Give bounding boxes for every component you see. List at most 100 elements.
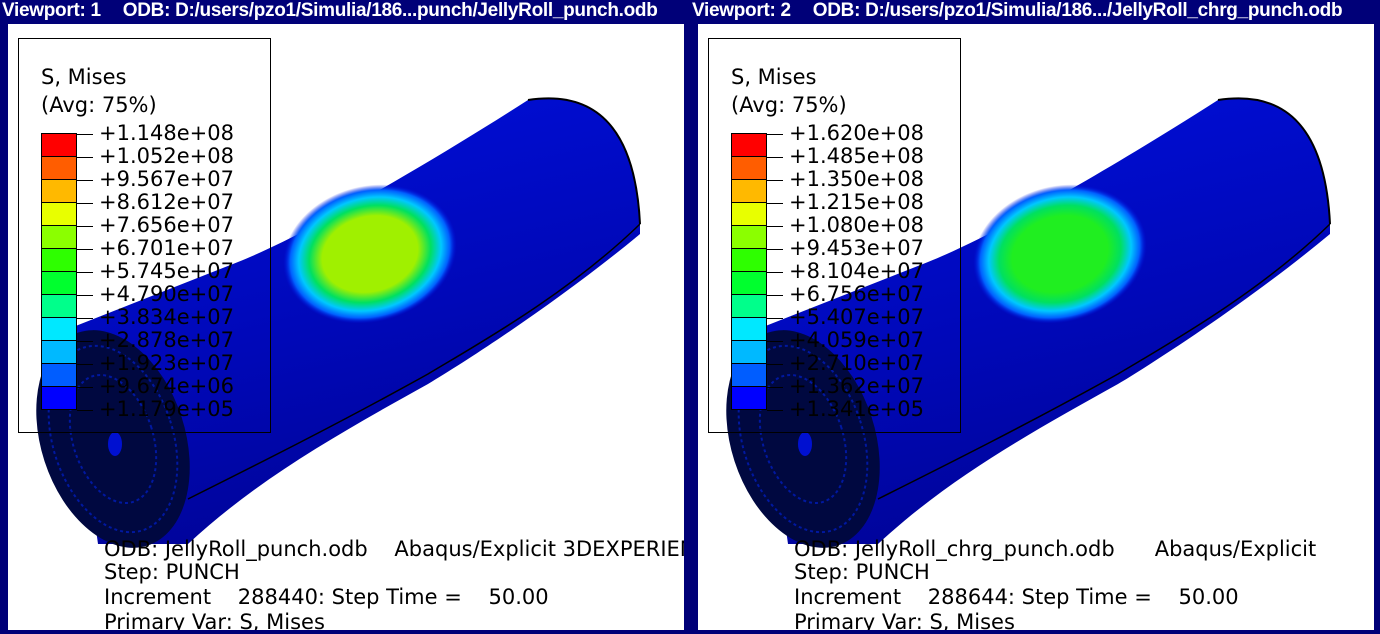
info-increment: Increment 288644: Step Time = 50.00 <box>794 585 1239 609</box>
color-band <box>732 387 766 409</box>
viewport-canvas[interactable]: S, Mises (Avg: 75%) +1.148e+08 +1.052e+08… <box>8 24 684 630</box>
color-band <box>42 134 76 157</box>
legend-value: +5.745e+07 <box>77 260 234 282</box>
color-band <box>42 249 76 272</box>
legend-value-text: +1.620e+08 <box>789 121 924 145</box>
color-band <box>732 203 766 226</box>
info-step: Step: PUNCH <box>794 560 930 584</box>
info-odb: ODB: JellyRoll_chrg_punch.odb Abaqus/Exp… <box>794 537 1317 561</box>
color-band <box>42 387 76 409</box>
legend-value: +1.485e+08 <box>767 145 924 167</box>
legend-value-text: +4.059e+07 <box>789 328 924 352</box>
legend-value: +6.756e+07 <box>767 283 924 305</box>
color-band <box>732 134 766 157</box>
color-band <box>732 157 766 180</box>
legend-value-text: +9.453e+07 <box>789 236 924 260</box>
color-band <box>732 180 766 203</box>
legend-value: +2.710e+07 <box>767 352 924 374</box>
legend-value: +1.341e+05 <box>767 398 924 420</box>
info-primary-var: Primary Var: S, Mises <box>104 610 325 630</box>
legend-value-text: +1.350e+08 <box>789 167 924 191</box>
legend-value: +1.362e+07 <box>767 375 924 397</box>
legend-value-text: +4.790e+07 <box>99 282 234 306</box>
color-band <box>732 318 766 341</box>
seam-line <box>187 223 641 500</box>
legend-value-text: +1.341e+05 <box>789 397 924 421</box>
legend-averaging: (Avg: 75%) <box>41 93 157 117</box>
legend-value-text: +1.179e+05 <box>99 397 234 421</box>
viewport-2[interactable]: Viewport: 2 ODB: D:/users/pzo1/Simulia/18… <box>690 0 1380 634</box>
odb-path: ODB: D:/users/pzo1/Simulia/186...punch/J… <box>122 0 658 21</box>
viewport-title: Viewport: 1 <box>2 0 101 21</box>
color-bar <box>41 133 77 410</box>
legend-value-text: +2.878e+07 <box>99 328 234 352</box>
legend-value: +9.453e+07 <box>767 237 924 259</box>
legend-value: +5.407e+07 <box>767 306 924 328</box>
legend-value: +4.059e+07 <box>767 329 924 351</box>
color-band <box>42 203 76 226</box>
legend-value: +6.701e+07 <box>77 237 234 259</box>
legend-value: +4.790e+07 <box>77 283 234 305</box>
color-bar <box>731 133 767 410</box>
legend-averaging: (Avg: 75%) <box>731 93 847 117</box>
legend-value-text: +2.710e+07 <box>789 351 924 375</box>
color-band <box>732 341 766 364</box>
mandrel-hole <box>798 432 812 456</box>
legend-value-text: +1.362e+07 <box>789 374 924 398</box>
legend-value-text: +6.701e+07 <box>99 236 234 260</box>
legend-value-text: +5.407e+07 <box>789 305 924 329</box>
cylinder-end-right <box>527 97 641 225</box>
color-band <box>42 180 76 203</box>
color-band <box>732 249 766 272</box>
color-band <box>42 364 76 387</box>
color-band <box>42 295 76 318</box>
viewport-canvas[interactable]: S, Mises (Avg: 75%) +1.620e+08 +1.485e+08… <box>698 24 1374 630</box>
odb-path: ODB: D:/users/pzo1/Simulia/186.../JellyR… <box>812 0 1343 21</box>
legend-value: +9.674e+06 <box>77 375 234 397</box>
color-band <box>732 226 766 249</box>
viewport-title-bar[interactable]: Viewport: 2 ODB: D:/users/pzo1/Simulia/18… <box>692 0 1343 22</box>
legend-value-text: +1.148e+08 <box>99 121 234 145</box>
legend-value-text: +6.756e+07 <box>789 282 924 306</box>
legend-value: +1.923e+07 <box>77 352 234 374</box>
viewport-title-bar[interactable]: Viewport: 1 ODB: D:/users/pzo1/Simulia/18… <box>2 0 658 22</box>
legend-value: +8.104e+07 <box>767 260 924 282</box>
legend-value-text: +1.052e+08 <box>99 144 234 168</box>
legend-value: +7.656e+07 <box>77 214 234 236</box>
viewport-title: Viewport: 2 <box>692 0 791 21</box>
color-band <box>732 295 766 318</box>
info-increment: Increment 288440: Step Time = 50.00 <box>104 585 549 609</box>
legend-value-text: +5.745e+07 <box>99 259 234 283</box>
legend-value: +3.834e+07 <box>77 306 234 328</box>
legend-value-text: +1.080e+08 <box>789 213 924 237</box>
legend-value-text: +1.485e+08 <box>789 144 924 168</box>
color-band <box>732 364 766 387</box>
color-band <box>732 272 766 295</box>
seam-line <box>877 223 1331 500</box>
legend-value-text: +7.656e+07 <box>99 213 234 237</box>
legend-value: +9.567e+07 <box>77 168 234 190</box>
legend-value-text: +9.674e+06 <box>99 374 234 398</box>
contour-legend[interactable]: S, Mises (Avg: 75%) +1.148e+08 +1.052e+08… <box>18 38 271 433</box>
info-step: Step: PUNCH <box>104 560 240 584</box>
hotspot <box>973 184 1147 324</box>
color-band <box>42 157 76 180</box>
info-odb: ODB: JellyRoll_punch.odb Abaqus/Explicit… <box>104 537 684 561</box>
contour-legend[interactable]: S, Mises (Avg: 75%) +1.620e+08 +1.485e+08… <box>708 38 961 433</box>
legend-value: +1.080e+08 <box>767 214 924 236</box>
viewport-1[interactable]: Viewport: 1 ODB: D:/users/pzo1/Simulia/18… <box>0 0 690 634</box>
legend-value-text: +9.567e+07 <box>99 167 234 191</box>
hotspot <box>283 184 457 324</box>
legend-value-text: +3.834e+07 <box>99 305 234 329</box>
legend-value: +1.620e+08 <box>767 122 924 144</box>
legend-value: +1.052e+08 <box>77 145 234 167</box>
legend-title: S, Mises <box>731 65 817 89</box>
legend-value-text: +8.104e+07 <box>789 259 924 283</box>
legend-value: +1.179e+05 <box>77 398 234 420</box>
legend-value: +1.215e+08 <box>767 191 924 213</box>
color-band <box>42 341 76 364</box>
color-band <box>42 226 76 249</box>
mandrel-hole <box>108 432 122 456</box>
cylinder-end-right <box>1217 97 1331 225</box>
color-band <box>42 318 76 341</box>
